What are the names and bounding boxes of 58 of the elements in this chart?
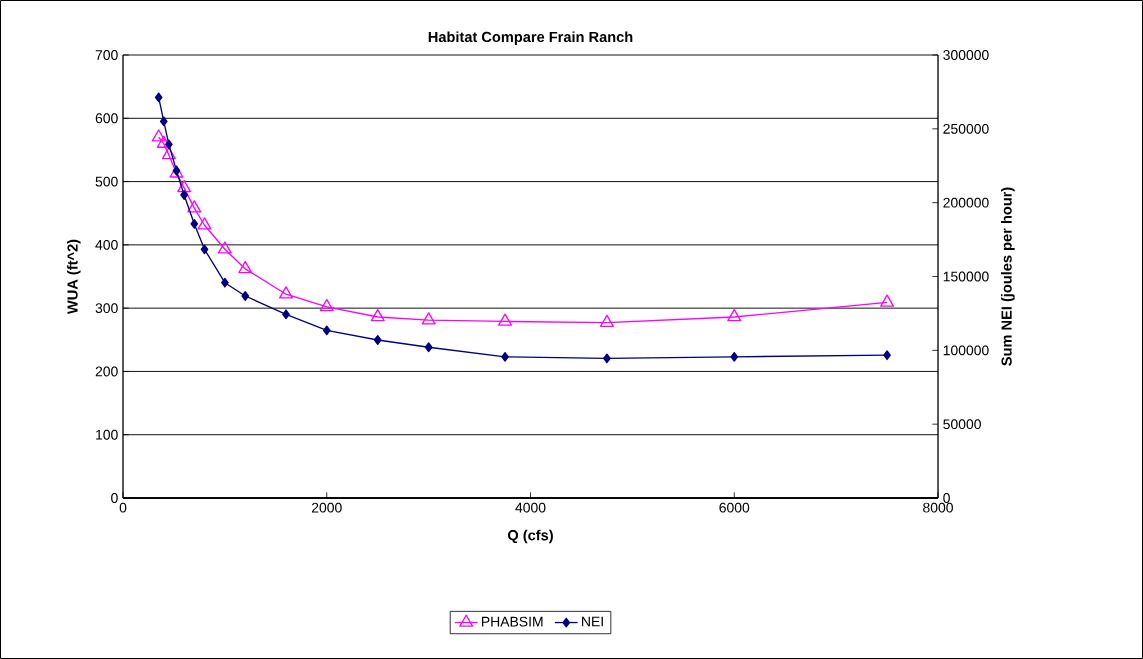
point <box>424 342 433 353</box>
x-tick-label: 4000 <box>515 502 546 513</box>
point <box>241 291 250 301</box>
y-tick-label: 100 <box>96 429 118 440</box>
point <box>501 351 509 362</box>
y2-tick-label: 250000 <box>943 123 989 134</box>
point <box>200 244 209 255</box>
point <box>217 241 232 254</box>
point <box>282 309 290 320</box>
point <box>727 309 742 322</box>
y-tick-label: 500 <box>95 176 118 187</box>
chart-title: Habitat Compare Frain Ranch <box>428 31 633 45</box>
point <box>603 353 611 364</box>
y2-tick-label: 0 <box>943 493 950 503</box>
y-tick-label: 200 <box>95 366 118 377</box>
point <box>373 335 382 345</box>
point <box>221 277 229 288</box>
point <box>279 286 293 299</box>
y2-tick-label: 150000 <box>943 271 989 282</box>
y2-tick-label: 50000 <box>943 419 981 430</box>
y2-tick-label: 100000 <box>943 345 989 356</box>
y2-tick-label: 200000 <box>943 197 989 208</box>
point <box>421 312 436 325</box>
y-tick-label: 600 <box>95 113 118 124</box>
point <box>730 351 739 362</box>
y2-tick-label: 300000 <box>943 50 989 60</box>
y-tick-label: 700 <box>95 50 118 60</box>
x-axis-title: Q (cfs) <box>507 529 553 544</box>
y-tick-label: 0 <box>111 493 118 503</box>
legend-label: PHABSIM <box>482 616 543 627</box>
point <box>190 219 199 229</box>
point <box>180 190 188 200</box>
point <box>197 217 212 230</box>
y-axis-title: WUA (ft^2) <box>66 239 81 315</box>
legend-label: NEI <box>582 616 603 627</box>
x-tick-label: 2000 <box>311 502 342 513</box>
y-tick-label: 400 <box>95 239 118 250</box>
point <box>883 350 891 361</box>
point <box>880 294 895 307</box>
x-tick-label: 0 <box>119 502 127 513</box>
y2-axis-title: Sum NEI (joules per hour) <box>1001 187 1015 366</box>
point <box>154 92 163 103</box>
point <box>161 147 176 160</box>
point <box>164 139 173 150</box>
point <box>238 260 253 274</box>
x-tick-label: 8000 <box>923 502 953 513</box>
point <box>187 200 202 213</box>
point <box>156 135 171 148</box>
point <box>151 129 166 142</box>
point <box>599 314 614 328</box>
point <box>370 309 385 322</box>
point <box>159 116 168 127</box>
x-tick-label: 6000 <box>719 502 750 513</box>
point <box>498 313 513 326</box>
point <box>177 179 192 193</box>
y-tick-label: 300 <box>95 303 118 314</box>
point <box>322 325 331 336</box>
point <box>319 298 334 312</box>
